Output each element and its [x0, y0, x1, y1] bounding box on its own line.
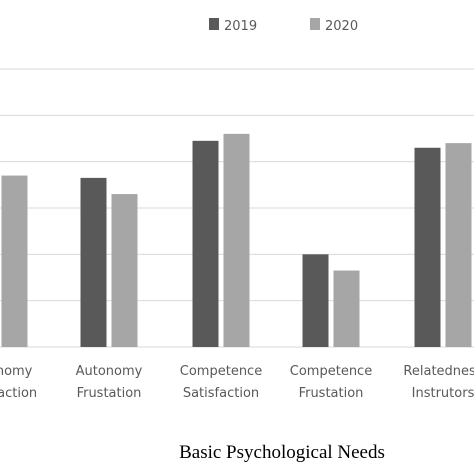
x-tick-line: Frustation — [299, 386, 364, 401]
x-tick-line: Satisfaction — [183, 386, 259, 401]
bar-2019 — [302, 254, 329, 347]
x-axis-title: Basic Psychological Needs — [179, 442, 385, 463]
legend-swatch — [209, 18, 219, 30]
x-tick-line: Frustation — [77, 386, 142, 401]
bar-2020 — [223, 133, 250, 347]
x-tick-line: Instrutors — [412, 386, 474, 401]
legend-label: 2019 — [224, 19, 257, 34]
bar-2019 — [80, 177, 107, 347]
bar-2020 — [1, 175, 28, 347]
x-tick-line: Relatedness — [403, 364, 474, 379]
bars — [1, 133, 472, 347]
x-tick-labels: AutonomySatisfactionAutonomyFrustationCo… — [0, 364, 474, 401]
x-tick-line: Competence — [180, 364, 262, 379]
x-tick-line: Competence — [290, 364, 372, 379]
x-tick-label: Relatedness Instrutors — [403, 364, 474, 401]
x-tick-line: Autonomy — [76, 364, 143, 379]
legend-label: 2020 — [325, 19, 358, 34]
legend: 2019 2020 — [209, 18, 358, 34]
x-tick-label: Autonomy Satisfaction — [0, 364, 37, 401]
x-tick-label: Competence Frustation — [290, 364, 372, 401]
bar-2020 — [333, 270, 360, 347]
x-tick-line: Autonomy — [0, 364, 33, 379]
x-tick-label: Autonomy Frustation — [76, 364, 143, 401]
bar-2020 — [445, 143, 472, 347]
legend-swatch — [310, 18, 320, 30]
bar-2019 — [192, 140, 219, 347]
bar-2020 — [111, 194, 138, 347]
bar-2019 — [414, 147, 441, 347]
x-tick-line: Satisfaction — [0, 386, 37, 401]
x-tick-label: Competence Satisfaction — [180, 364, 262, 401]
